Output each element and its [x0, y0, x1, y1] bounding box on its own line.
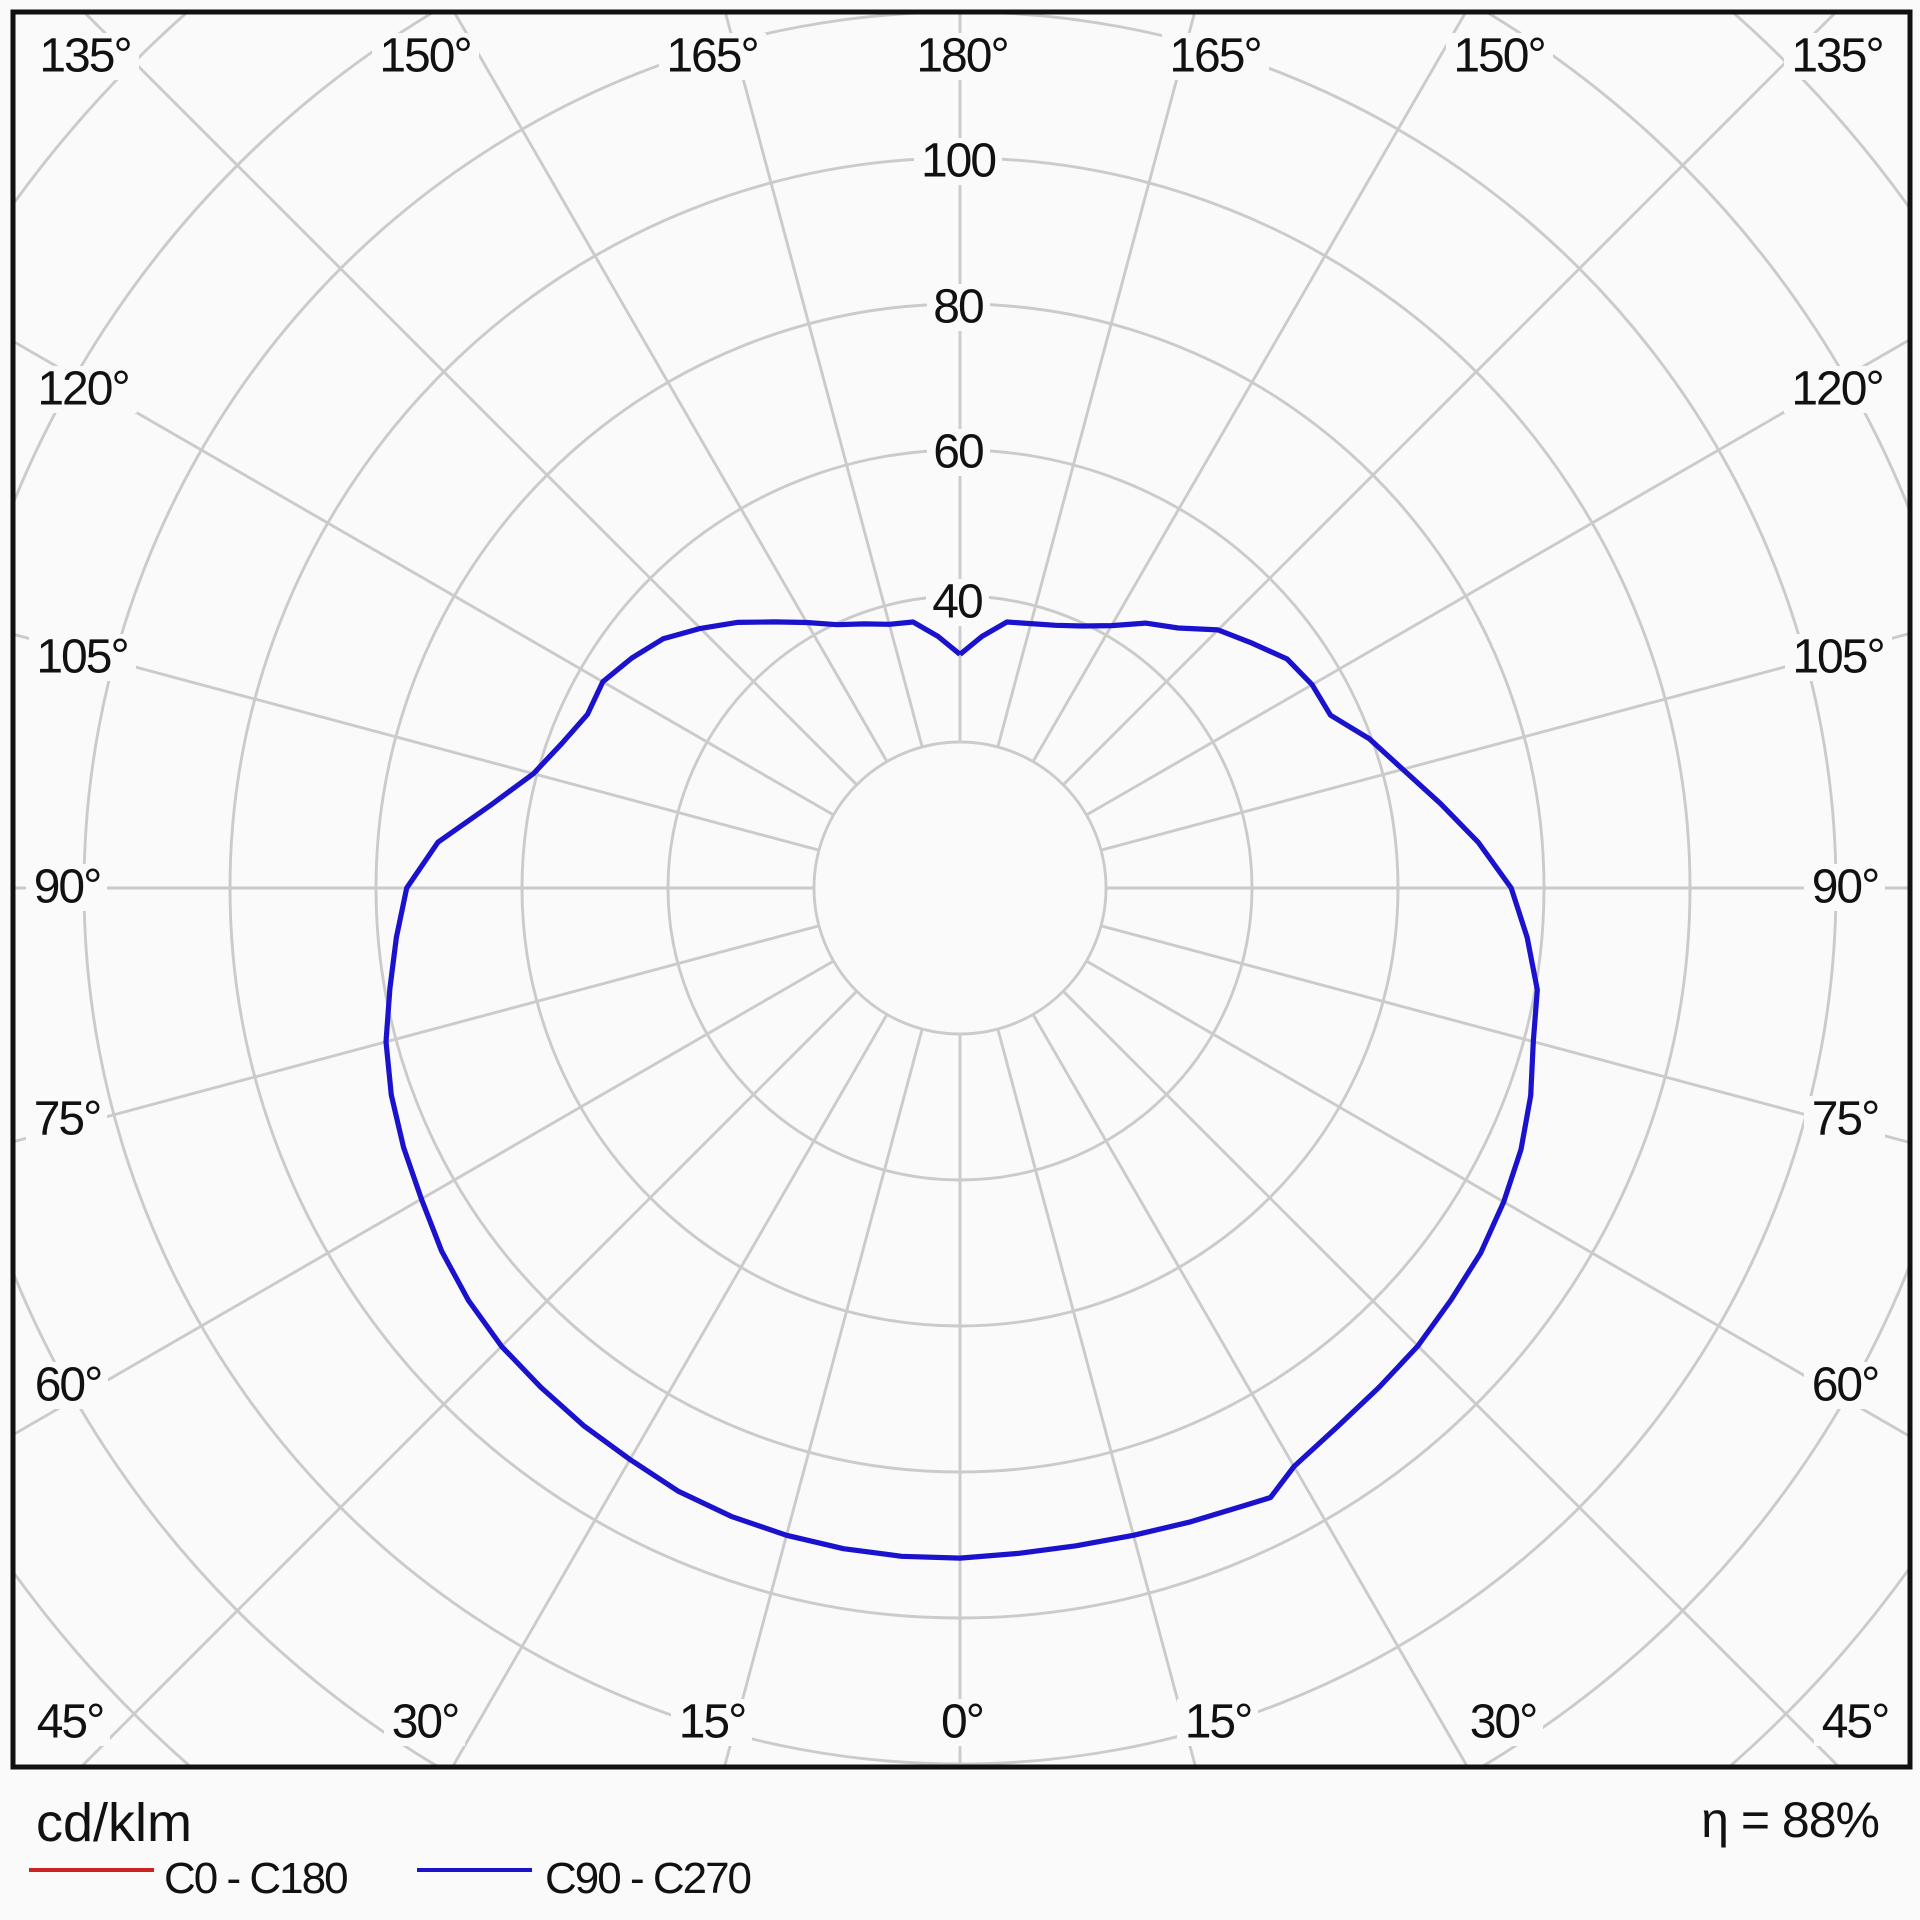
svg-text:75°: 75° [34, 1093, 101, 1146]
svg-text:80: 80 [933, 281, 983, 334]
svg-text:180°: 180° [916, 30, 1007, 83]
svg-text:120°: 120° [1791, 363, 1882, 416]
svg-text:30°: 30° [392, 1696, 459, 1749]
svg-text:45°: 45° [37, 1696, 104, 1749]
svg-text:15°: 15° [1185, 1696, 1252, 1749]
svg-text:η = 88%: η = 88% [1701, 1792, 1879, 1848]
svg-text:60°: 60° [35, 1359, 102, 1412]
svg-text:165°: 165° [1169, 30, 1260, 83]
svg-text:90°: 90° [1812, 861, 1879, 914]
svg-text:0°: 0° [941, 1696, 983, 1749]
svg-text:90°: 90° [34, 861, 101, 914]
svg-text:60: 60 [933, 426, 983, 479]
svg-text:75°: 75° [1812, 1093, 1879, 1146]
svg-text:cd/klm: cd/klm [36, 1793, 192, 1853]
svg-text:40: 40 [932, 576, 982, 629]
svg-text:150°: 150° [379, 30, 470, 83]
svg-text:105°: 105° [36, 631, 127, 684]
svg-text:15°: 15° [679, 1696, 746, 1749]
svg-text:135°: 135° [39, 30, 130, 83]
svg-text:120°: 120° [37, 363, 128, 416]
svg-text:135°: 135° [1791, 30, 1882, 83]
svg-text:150°: 150° [1453, 30, 1544, 83]
svg-text:C0 - C180: C0 - C180 [164, 1854, 347, 1903]
svg-text:30°: 30° [1470, 1696, 1537, 1749]
svg-text:C90 - C270: C90 - C270 [545, 1854, 751, 1903]
svg-text:100: 100 [921, 135, 995, 188]
svg-text:45°: 45° [1822, 1696, 1889, 1749]
svg-text:60°: 60° [1812, 1359, 1879, 1412]
svg-text:105°: 105° [1792, 631, 1883, 684]
svg-text:165°: 165° [666, 30, 757, 83]
